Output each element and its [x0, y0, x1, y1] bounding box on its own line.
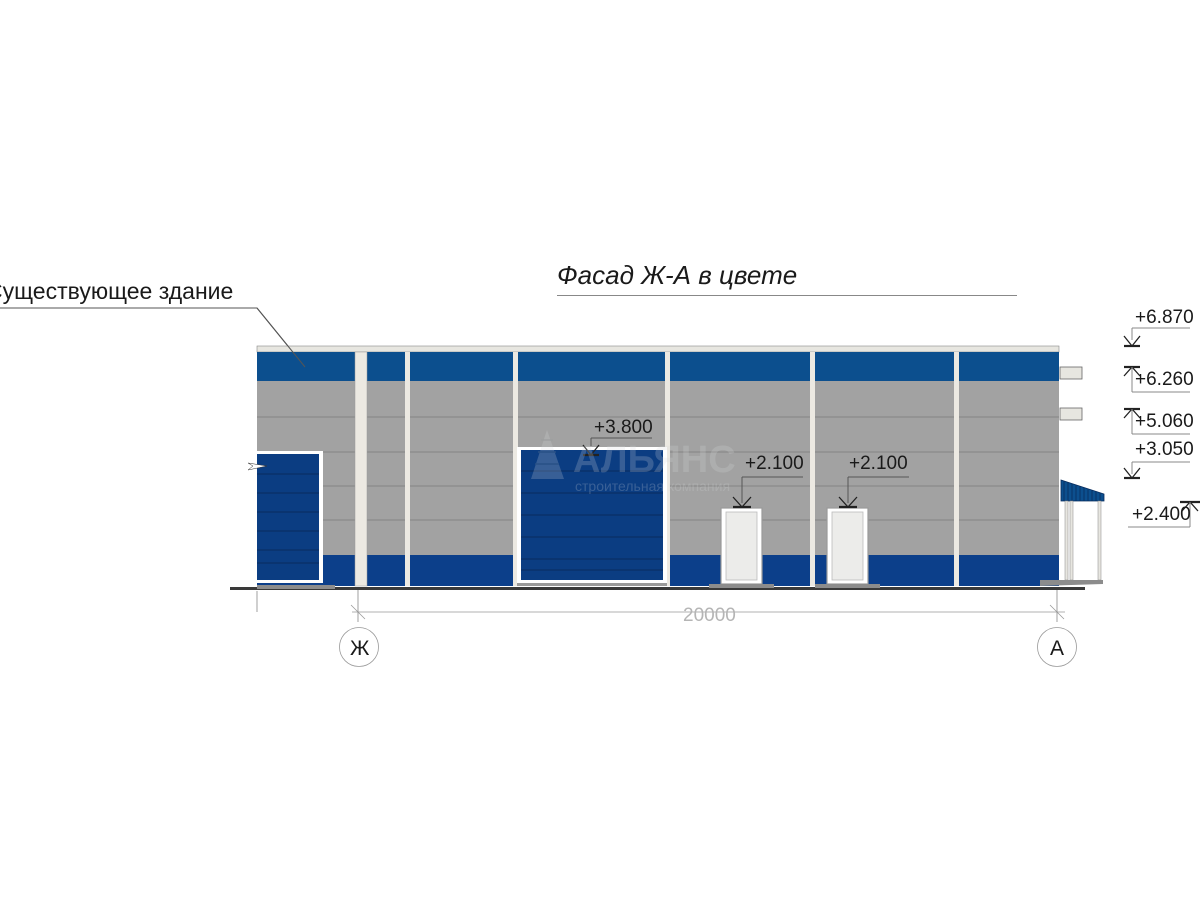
svg-text:А: А [1050, 637, 1064, 660]
svg-text:Ж: Ж [350, 637, 370, 660]
svg-text:20000: 20000 [683, 605, 736, 626]
